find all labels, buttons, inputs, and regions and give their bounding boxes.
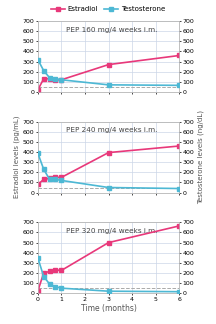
X-axis label: Time (months): Time (months)	[81, 305, 137, 314]
Y-axis label: Testosterone levels (ng/dL): Testosterone levels (ng/dL)	[197, 110, 204, 204]
Text: PEP 240 mg/4 weeks i.m.: PEP 240 mg/4 weeks i.m.	[66, 127, 157, 133]
Text: PEP 160 mg/4 weeks i.m.: PEP 160 mg/4 weeks i.m.	[66, 27, 157, 33]
Y-axis label: Estradiol levels (pg/mL): Estradiol levels (pg/mL)	[13, 116, 20, 198]
Legend: Estradiol, Testosterone: Estradiol, Testosterone	[48, 4, 168, 15]
Text: PEP 320 mg/4 weeks i.m.: PEP 320 mg/4 weeks i.m.	[66, 228, 157, 234]
